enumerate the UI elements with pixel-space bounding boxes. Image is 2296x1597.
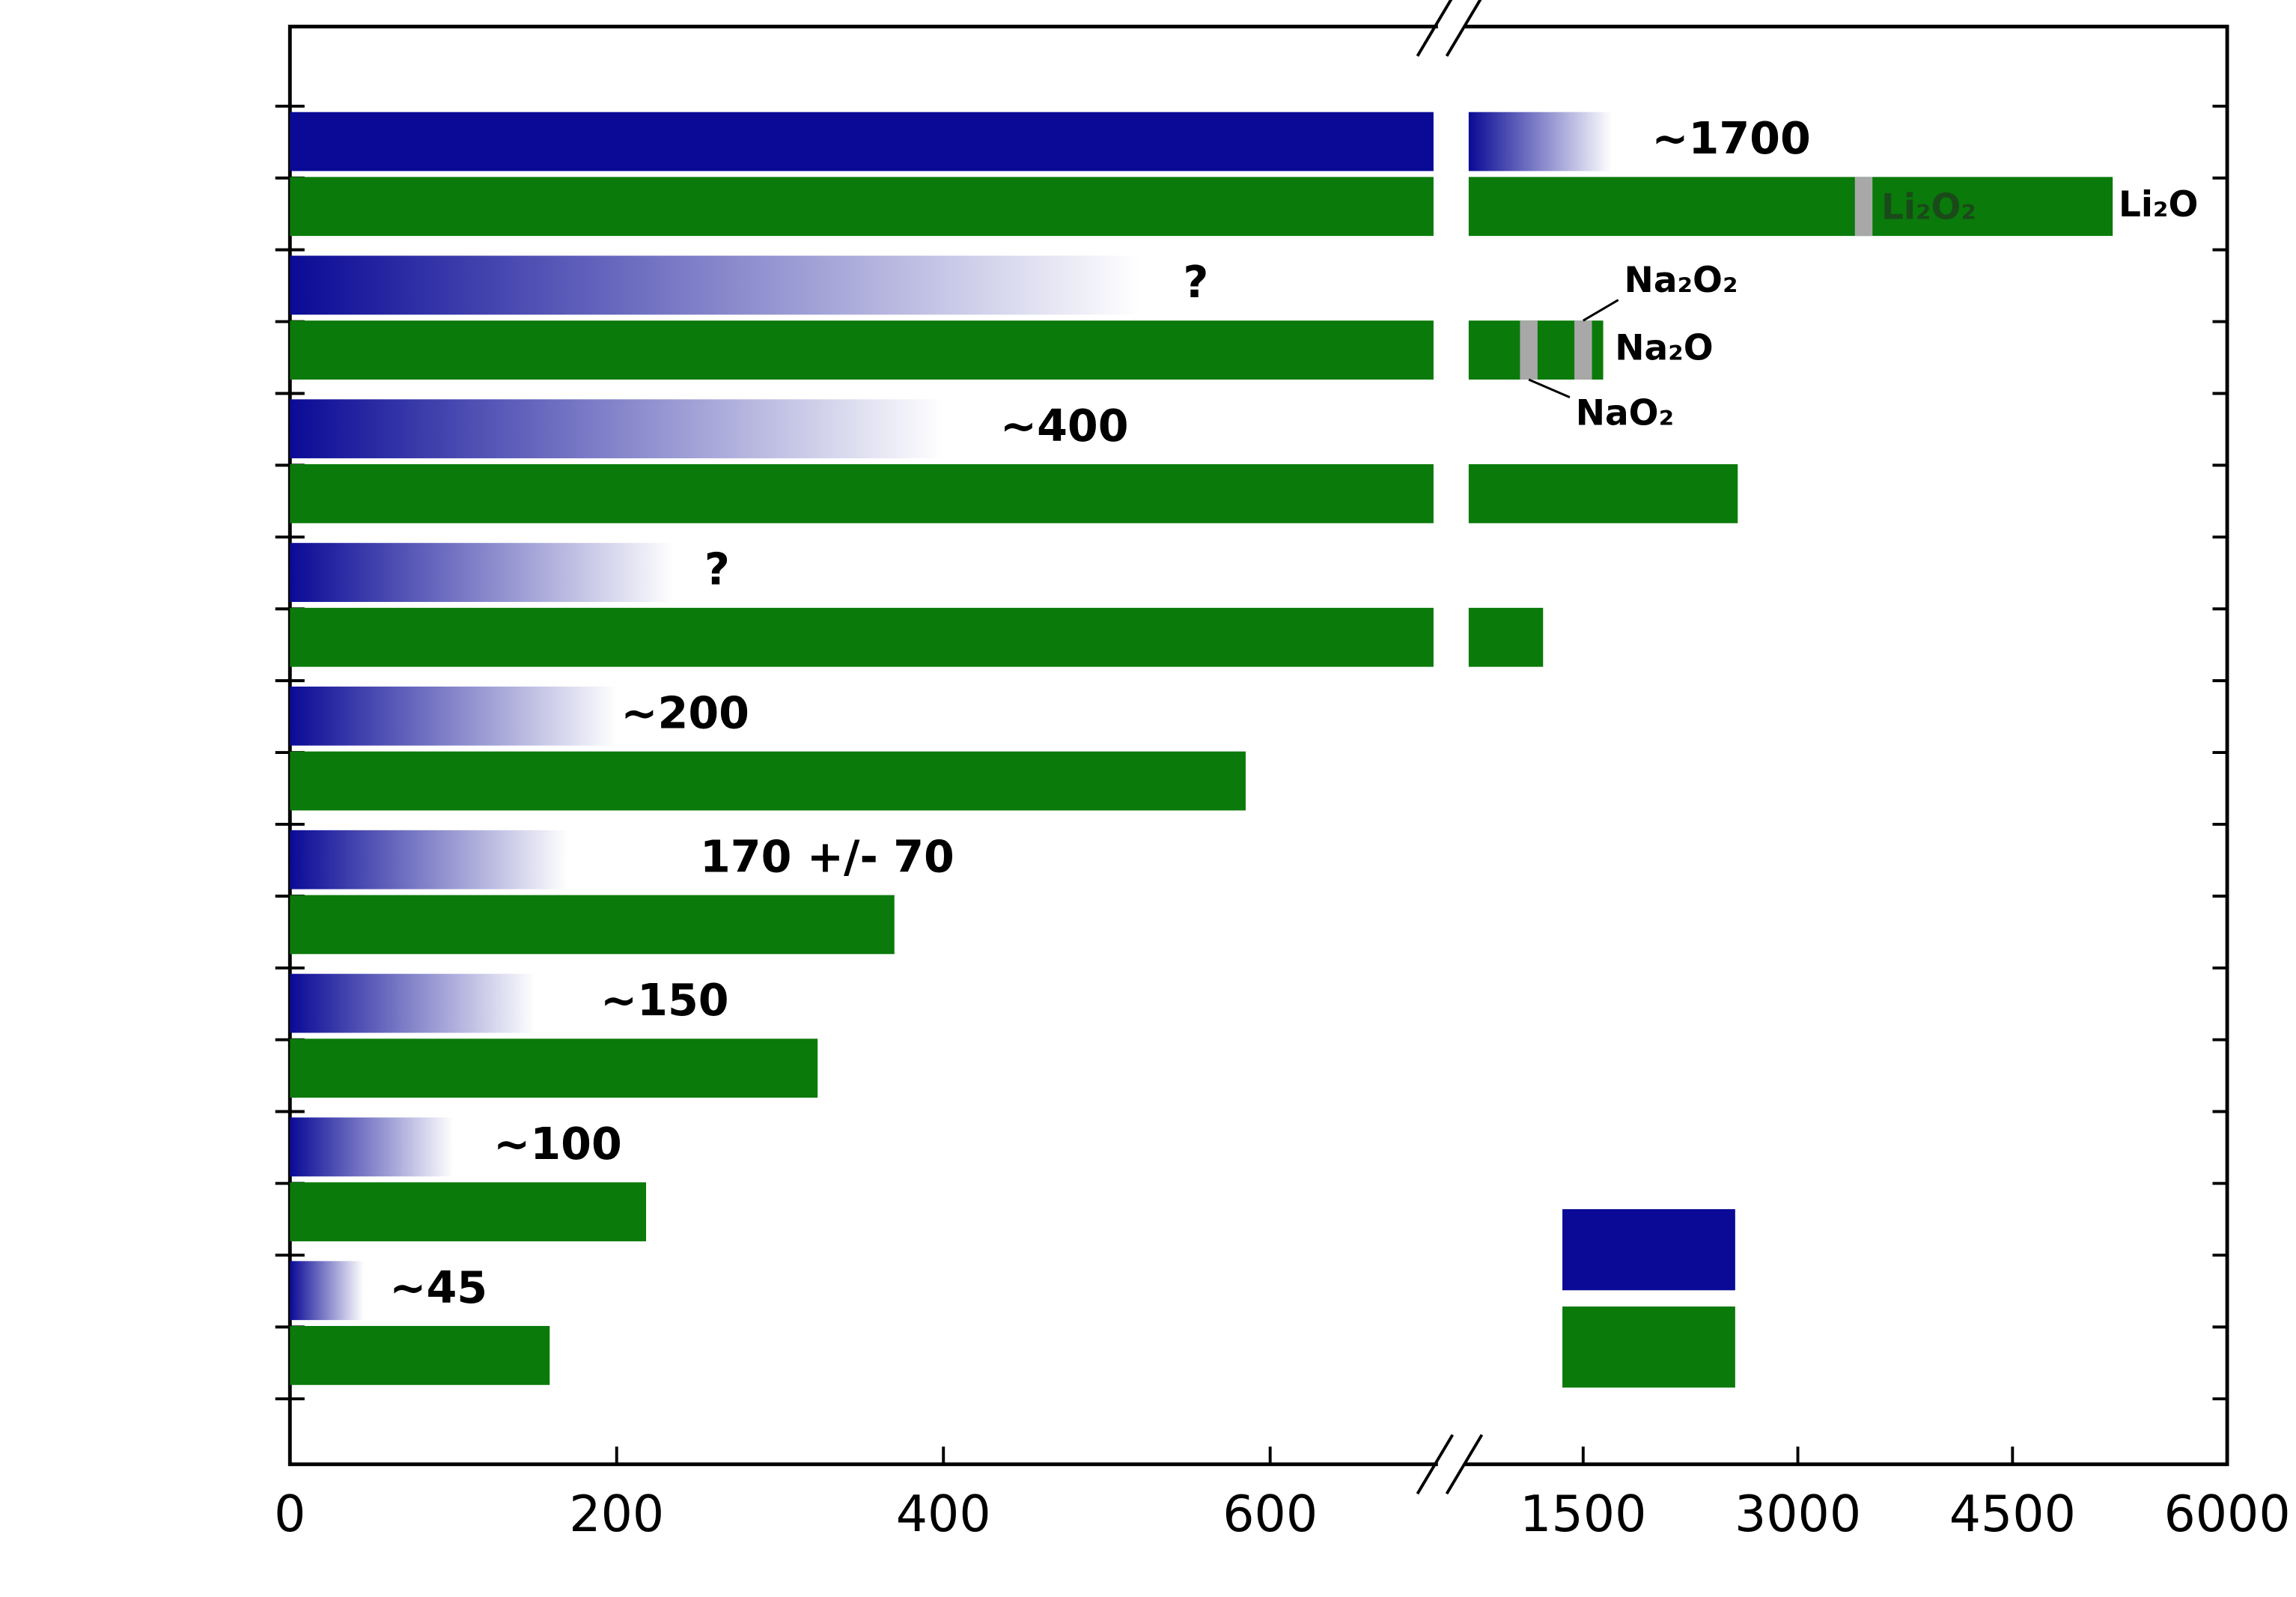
bar [290, 895, 895, 955]
phase-stripe [1520, 320, 1538, 380]
annotation: Li₂O₂ [1881, 187, 1976, 228]
bar [290, 177, 2113, 237]
bar [290, 112, 1613, 171]
value-label: ? [1183, 256, 1208, 308]
annotation: Li₂O [2119, 184, 2198, 225]
bar [290, 830, 568, 889]
leader [1583, 299, 1619, 322]
bar-segment [290, 320, 1434, 380]
bar [290, 255, 1140, 315]
annotation: Na₂O [1615, 327, 1713, 368]
x-tick-label: 3000 [1735, 1485, 1861, 1543]
bar [290, 1117, 454, 1177]
axis-break [1445, 0, 1482, 57]
bar [290, 543, 675, 602]
annotation: Na₂O₂ [1624, 260, 1738, 301]
value-label: ~150 [600, 974, 729, 1026]
bar [290, 751, 1246, 811]
bar-segment [290, 112, 1434, 171]
axis-break-gap [1437, 17, 1464, 36]
bar [290, 687, 617, 746]
bar-segment [290, 464, 1434, 523]
x-tick-label: 400 [896, 1485, 991, 1543]
bar-segment [1468, 607, 1544, 667]
x-tick-label: 200 [569, 1485, 664, 1543]
bar [290, 1261, 364, 1321]
bar-segment [290, 607, 1434, 667]
phase-stripe [1574, 320, 1592, 380]
bar [290, 1038, 818, 1098]
x-tick-label: 1500 [1520, 1485, 1646, 1543]
x-tick-label: 6000 [2163, 1485, 2290, 1543]
bar [290, 973, 535, 1033]
axis-break [1445, 1434, 1484, 1495]
bar [290, 1326, 550, 1385]
value-label: 170 +/- 70 [700, 830, 954, 882]
bar-segment [1468, 177, 2113, 237]
phase-stripe [1854, 177, 1873, 237]
axis-break [1416, 0, 1453, 57]
value-label: ~200 [621, 687, 749, 738]
bar [290, 399, 944, 459]
x-tick-label: 0 [274, 1485, 305, 1543]
value-label: ~400 [1000, 400, 1129, 451]
bar [290, 464, 1738, 523]
annotation: NaO₂ [1576, 392, 1674, 434]
bar-segment [1468, 112, 1613, 171]
bar-segment [1468, 464, 1738, 523]
bar [290, 607, 1544, 667]
leader [1528, 378, 1571, 398]
axis-break [1416, 1434, 1455, 1495]
bar-segment [290, 177, 1434, 237]
bar [290, 320, 1604, 380]
bar [290, 1182, 647, 1241]
legend-swatch [1562, 1307, 1735, 1388]
value-label: ? [704, 544, 730, 595]
legend-swatch [1562, 1209, 1735, 1291]
value-label: ~100 [493, 1118, 622, 1169]
axis-break-gap [1437, 1455, 1464, 1473]
value-label: ~1700 [1651, 112, 1810, 164]
x-tick-label: 600 [1222, 1485, 1318, 1543]
x-tick-label: 4500 [1949, 1485, 2076, 1543]
value-label: ~45 [389, 1262, 487, 1313]
